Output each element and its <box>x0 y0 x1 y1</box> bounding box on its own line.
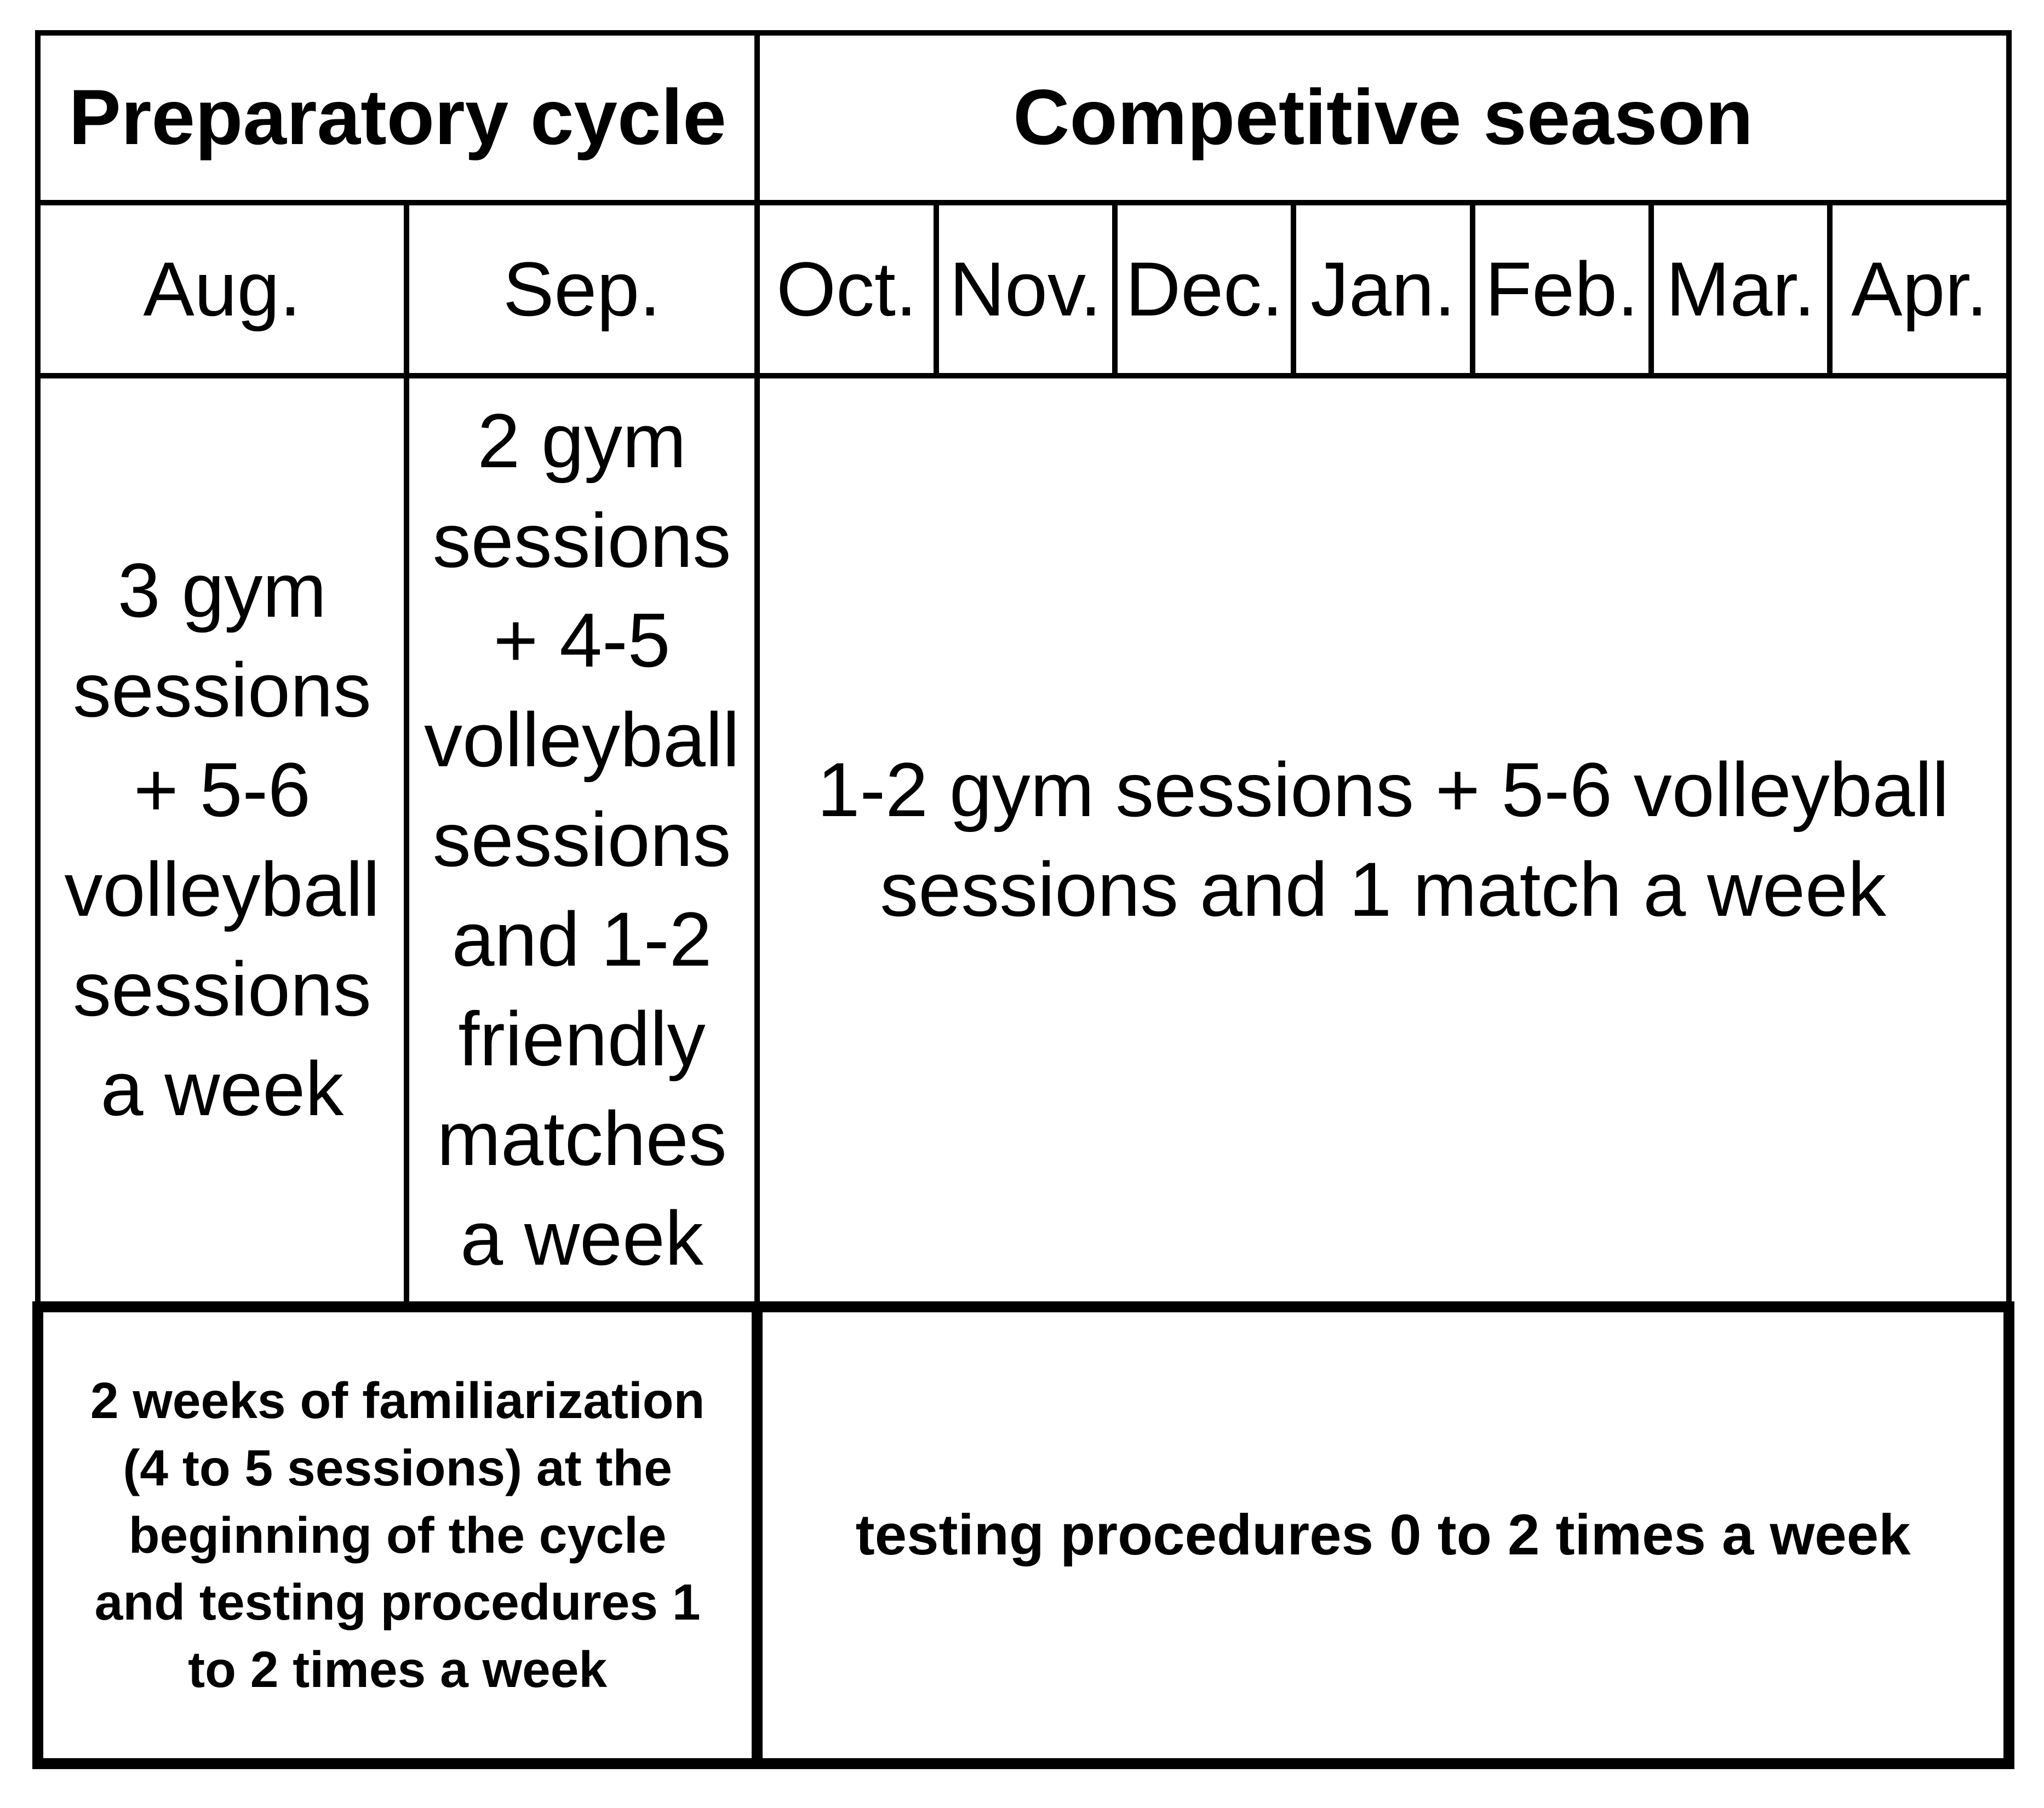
training-schedule-table: Preparatory cycle Competitive season Aug… <box>32 30 2014 1770</box>
body-cell-sep-sessions: 2 gym sessions + 4-5 volleyball sessions… <box>403 372 760 1310</box>
month-cell-feb: Feb. <box>1469 199 1654 378</box>
month-cell-nov: Nov. <box>933 199 1118 378</box>
body-cell-competitive-sessions: 1-2 gym sessions + 5-6 volleyball sessio… <box>754 372 2012 1310</box>
month-cell-jan: Jan. <box>1291 199 1475 378</box>
header-competitive-season: Competitive season <box>754 30 2012 205</box>
body-cell-aug-sessions: 3 gym sessions + 5-6 volleyball sessions… <box>35 372 409 1310</box>
footer-cell-familiarization-note: 2 weeks of familiarization (4 to 5 sessi… <box>32 1301 763 1770</box>
month-cell-apr: Apr. <box>1827 199 2012 378</box>
month-cell-aug: Aug. <box>35 199 409 378</box>
month-cell-mar: Mar. <box>1648 199 1833 378</box>
footer-cell-testing-note: testing procedures 0 to 2 times a week <box>752 1301 2014 1770</box>
month-row: Aug. Sep. Oct. Nov. Dec. Jan. Feb. Mar. … <box>35 199 2012 378</box>
month-cell-sep: Sep. <box>403 199 760 378</box>
header-preparatory-cycle: Preparatory cycle <box>35 30 760 205</box>
title-row: Preparatory cycle Competitive season <box>35 30 2012 205</box>
body-row: 3 gym sessions + 5-6 volleyball sessions… <box>35 372 2012 1310</box>
month-cell-oct: Oct. <box>754 199 939 378</box>
footer-row: 2 weeks of familiarization (4 to 5 sessi… <box>32 1301 2014 1770</box>
month-cell-dec: Dec. <box>1112 199 1297 378</box>
